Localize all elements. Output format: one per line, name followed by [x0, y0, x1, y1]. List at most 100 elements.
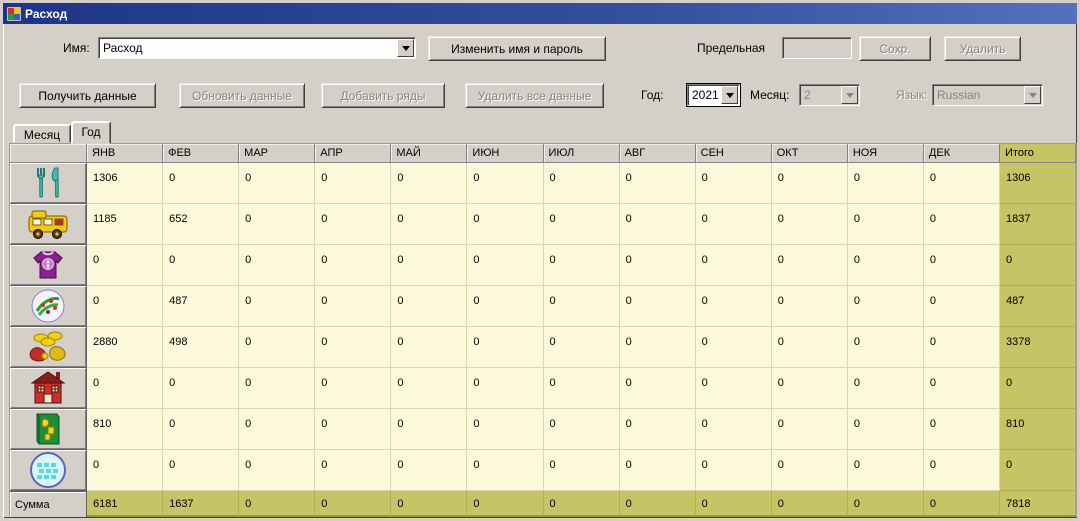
grid-cell[interactable]: 0	[239, 450, 316, 491]
grid-cell[interactable]: 0	[163, 450, 240, 491]
grid-cell[interactable]: 0	[543, 409, 620, 450]
tab-month[interactable]: Месяц	[13, 124, 71, 143]
tab-year[interactable]: Год	[71, 121, 111, 144]
grid-cell[interactable]: 0	[239, 245, 316, 286]
grid-cell[interactable]: 0	[239, 286, 316, 327]
grid-cell[interactable]: 0	[695, 163, 772, 204]
grid-cell[interactable]: 0	[771, 204, 848, 245]
grid-cell[interactable]: 0	[847, 409, 924, 450]
save-button[interactable]: Сохр.	[859, 36, 931, 61]
month-combobox[interactable]: 2	[799, 84, 860, 106]
chevron-down-icon[interactable]	[397, 39, 414, 57]
grid-cell[interactable]: 0	[467, 368, 544, 409]
grid-cell[interactable]: 0	[391, 286, 468, 327]
grid-cell[interactable]: 0	[467, 327, 544, 368]
grid-cell[interactable]: 0	[391, 409, 468, 450]
column-header[interactable]: ОКТ	[771, 144, 848, 163]
grid-cell[interactable]: 0	[543, 286, 620, 327]
grid-cell[interactable]: 0	[163, 368, 240, 409]
chevron-down-icon[interactable]	[721, 86, 738, 104]
grid-cell[interactable]: 0	[467, 163, 544, 204]
grid-cell[interactable]: 0	[391, 368, 468, 409]
grid-cell[interactable]: 0	[695, 245, 772, 286]
grid-cell[interactable]: 0	[619, 368, 696, 409]
grid-cell[interactable]: 0	[543, 204, 620, 245]
grid-cell[interactable]: 0	[315, 368, 392, 409]
grid-cell[interactable]: 0	[847, 163, 924, 204]
column-header[interactable]: ИЮЛ	[543, 144, 620, 163]
grid-cell[interactable]: 0	[543, 327, 620, 368]
grid-cell[interactable]: 0	[771, 245, 848, 286]
grid-cell[interactable]: 0	[619, 204, 696, 245]
column-header[interactable]: АВГ	[619, 144, 696, 163]
refresh-data-button[interactable]: Обновить данные	[179, 83, 305, 108]
grid-cell[interactable]: 0	[847, 204, 924, 245]
grid-cell[interactable]: 0	[239, 409, 316, 450]
grid-cell[interactable]: 0	[467, 245, 544, 286]
grid-cell[interactable]: 0	[923, 163, 1000, 204]
grid-cell[interactable]: 0	[543, 245, 620, 286]
grid-cell[interactable]: 0	[771, 163, 848, 204]
grid-cell[interactable]: 0	[619, 450, 696, 491]
grid-cell[interactable]: 0	[467, 286, 544, 327]
grid-cell[interactable]: 0	[543, 368, 620, 409]
add-rows-button[interactable]: Добавить ряды	[321, 83, 445, 108]
grid-cell[interactable]: 0	[239, 368, 316, 409]
grid-cell[interactable]: 0	[771, 409, 848, 450]
grid-cell[interactable]: 0	[771, 286, 848, 327]
column-header[interactable]: СЕН	[695, 144, 772, 163]
grid-cell[interactable]: 0	[923, 286, 1000, 327]
grid-cell[interactable]: 0	[163, 409, 240, 450]
grid-cell[interactable]: 0	[771, 327, 848, 368]
delete-all-data-button[interactable]: Удалить все данные	[465, 83, 604, 108]
grid-cell[interactable]: 0	[391, 204, 468, 245]
grid-cell[interactable]: 0	[695, 204, 772, 245]
grid-cell[interactable]: 0	[695, 327, 772, 368]
grid-cell[interactable]: 652	[163, 204, 240, 245]
grid-cell[interactable]: 0	[315, 450, 392, 491]
grid-cell[interactable]: 0	[619, 286, 696, 327]
grid-cell[interactable]: 0	[391, 245, 468, 286]
column-header[interactable]: МАЙ	[391, 144, 468, 163]
grid-cell[interactable]: 0	[619, 245, 696, 286]
grid-cell[interactable]: 0	[467, 409, 544, 450]
grid-cell[interactable]: 0	[695, 286, 772, 327]
grid-cell[interactable]: 487	[163, 286, 240, 327]
grid-cell[interactable]: 498	[163, 327, 240, 368]
column-header[interactable]: ЯНВ	[87, 144, 164, 163]
grid-cell[interactable]: 0	[391, 163, 468, 204]
grid-cell[interactable]: 0	[87, 286, 164, 327]
grid-cell[interactable]: 0	[619, 409, 696, 450]
grid-cell[interactable]: 0	[315, 204, 392, 245]
grid-cell[interactable]: 0	[239, 327, 316, 368]
delete-button[interactable]: Удалить	[944, 36, 1021, 61]
grid-cell[interactable]: 0	[771, 450, 848, 491]
year-combobox[interactable]: 2021	[686, 83, 741, 107]
grid-cell[interactable]: 0	[87, 368, 164, 409]
grid-cell[interactable]: 0	[315, 163, 392, 204]
grid-cell[interactable]: 0	[923, 327, 1000, 368]
grid-cell[interactable]: 0	[619, 327, 696, 368]
grid-cell[interactable]: 0	[315, 327, 392, 368]
change-name-password-button[interactable]: Изменить имя и пароль	[428, 36, 606, 61]
grid-cell[interactable]: 0	[847, 286, 924, 327]
grid-cell[interactable]: 2880	[87, 327, 164, 368]
grid-cell[interactable]: 0	[391, 450, 468, 491]
column-header[interactable]: АПР	[315, 144, 392, 163]
grid-cell[interactable]: 0	[315, 245, 392, 286]
grid-cell[interactable]: 0	[771, 368, 848, 409]
grid-cell[interactable]: 0	[467, 204, 544, 245]
column-header[interactable]: Итого	[1000, 144, 1076, 163]
grid-cell[interactable]: 0	[87, 245, 164, 286]
grid-cell[interactable]: 0	[619, 163, 696, 204]
grid-cell[interactable]: 0	[163, 163, 240, 204]
grid-cell[interactable]: 0	[695, 450, 772, 491]
grid-cell[interactable]: 0	[315, 409, 392, 450]
grid-cell[interactable]: 0	[163, 245, 240, 286]
grid-cell[interactable]: 0	[923, 204, 1000, 245]
grid-cell[interactable]: 1306	[87, 163, 164, 204]
grid-cell[interactable]: 0	[847, 450, 924, 491]
title-bar[interactable]: Расход	[3, 3, 1077, 24]
grid-cell[interactable]: 0	[923, 245, 1000, 286]
column-header[interactable]: ФЕВ	[163, 144, 240, 163]
